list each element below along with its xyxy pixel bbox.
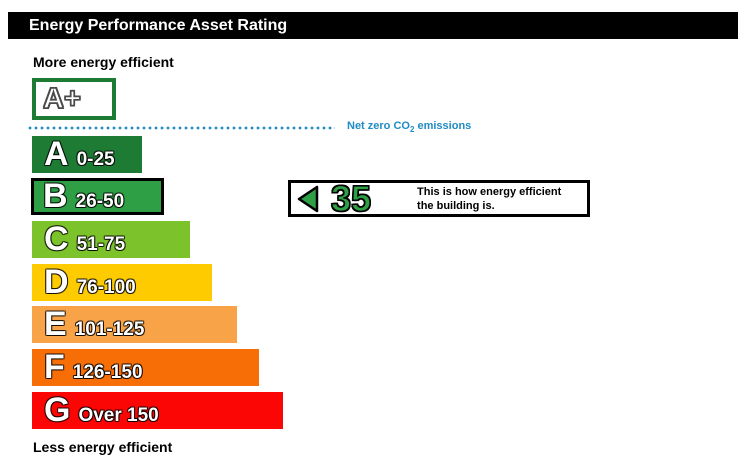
rating-band-e: E 101-125 (32, 306, 237, 343)
net-zero-text: Net zero CO (347, 120, 410, 132)
rating-band-b: B 26-50 (31, 178, 164, 215)
band-range: 76-100 (76, 277, 136, 298)
rating-band-d: D 76-100 (32, 264, 212, 301)
band-range: 26-50 (75, 191, 125, 212)
band-letter: F (44, 348, 65, 386)
rating-description: This is how energy efficient the buildin… (417, 185, 561, 213)
page-title: Energy Performance Asset Rating (29, 16, 288, 34)
band-letter: G (44, 391, 71, 429)
band-a-plus: A+ (32, 78, 116, 120)
band-range: Over 150 (78, 405, 159, 426)
band-range: 126-150 (72, 362, 143, 383)
net-zero-text-suffix: emissions (414, 120, 472, 132)
band-a-plus-letter: A+ (42, 82, 81, 115)
net-zero-dotted-line (27, 126, 335, 130)
net-zero-subscript: 2 (409, 125, 415, 135)
band-range: 101-125 (74, 319, 145, 340)
rating-band-a: A 0-25 (32, 136, 142, 173)
band-letter: B (43, 177, 68, 215)
net-zero-label: Net zero CO2 emissions (347, 120, 471, 134)
rating-band-f: F 126-150 (32, 349, 259, 386)
band-letter: E (44, 305, 67, 343)
more-efficient-label: More energy efficient (33, 54, 174, 70)
band-letter: D (44, 263, 69, 301)
band-range: 51-75 (76, 234, 126, 255)
band-range: 0-25 (76, 149, 115, 170)
left-arrow-triangle (297, 185, 319, 212)
band-letter: C (44, 220, 69, 258)
rating-description-line2: the building is. (417, 199, 495, 212)
left-arrow-icon (297, 185, 319, 212)
rating-description-line1: This is how energy efficient (417, 185, 562, 198)
band-letter: A (44, 135, 69, 173)
rating-band-g: G Over 150 (32, 392, 283, 429)
rating-value: 35 (330, 178, 372, 219)
less-efficient-label: Less energy efficient (33, 439, 173, 455)
header-bar: Energy Performance Asset Rating (8, 12, 738, 39)
rating-band-c: C 51-75 (32, 221, 190, 258)
rating-indicator: 35 This is how energy efficient the buil… (288, 180, 590, 217)
